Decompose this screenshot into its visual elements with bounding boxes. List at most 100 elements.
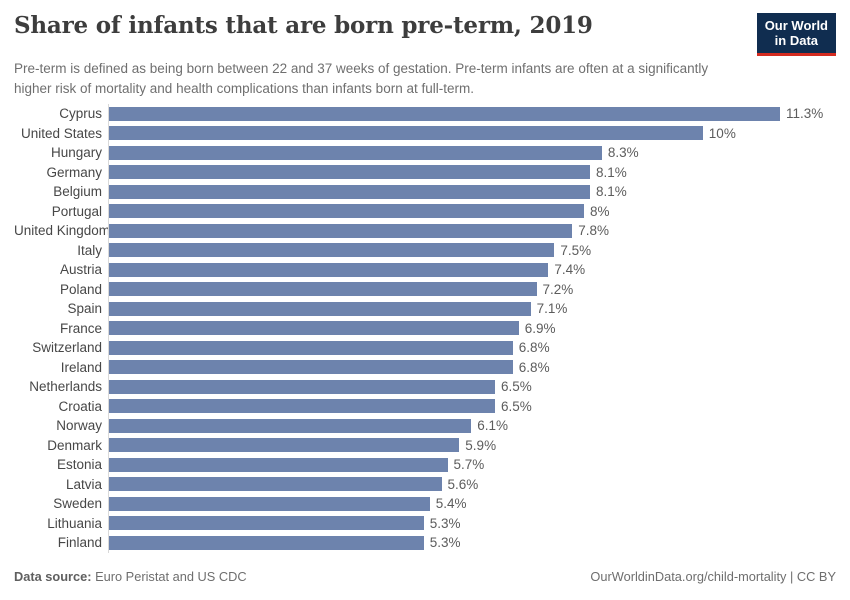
bar[interactable] [109, 243, 555, 258]
bar[interactable] [109, 262, 549, 277]
bar[interactable] [109, 145, 602, 160]
bar[interactable] [109, 184, 590, 199]
value-label: 7.5% [560, 242, 592, 258]
page-title: Share of infants that are born pre-term,… [14, 12, 593, 39]
country-label: Cyprus [59, 106, 102, 122]
bar-row: Cyprus 11.3% [14, 104, 836, 124]
bar-track: 11.3% [108, 104, 836, 124]
bar-track: 5.7% [108, 455, 836, 475]
bar-row: Denmark 5.9% [14, 435, 836, 455]
bar-track: 7.5% [108, 240, 836, 260]
data-source: Data source: Euro Peristat and US CDC [14, 569, 247, 584]
bar-track: 8.3% [108, 143, 836, 163]
owid-logo-line1: Our World [764, 18, 828, 33]
bar-row: Spain 7.1% [14, 299, 836, 319]
bar[interactable] [109, 360, 513, 375]
bar-row: Sweden 5.4% [14, 494, 836, 514]
bar-track: 5.9% [108, 435, 836, 455]
value-label: 6.5% [501, 398, 532, 414]
bar-track: 10% [108, 123, 836, 143]
data-source-value: Euro Peristat and US CDC [91, 569, 247, 584]
bar[interactable] [109, 106, 780, 121]
owid-url-link[interactable]: OurWorldinData.org/child-mortality | CC … [590, 569, 836, 584]
bar[interactable] [109, 457, 448, 472]
bar-row: United States 10% [14, 123, 836, 143]
bar-chart: Cyprus 11.3% United States 10% Hungary 8… [14, 104, 836, 553]
owid-logo[interactable]: Our World in Data [756, 13, 836, 56]
value-label: 8.3% [607, 145, 639, 161]
bar[interactable] [109, 477, 442, 492]
country-label: Latvia [65, 476, 102, 492]
bar-row: Poland 7.2% [14, 279, 836, 299]
country-label: United Kingdom [14, 223, 111, 239]
country-label: Ireland [60, 359, 102, 375]
bar[interactable] [109, 340, 513, 355]
value-label: 6.8% [518, 359, 550, 375]
bar-row: Italy 7.5% [14, 240, 836, 260]
bar-track: 6.5% [108, 396, 836, 416]
country-label: Sweden [53, 496, 102, 512]
bar[interactable] [109, 516, 424, 531]
bar-track: 6.5% [108, 377, 836, 397]
country-label: Norway [56, 418, 102, 434]
owid-logo-line2: in Data [774, 33, 819, 49]
value-label: 7.1% [536, 301, 568, 317]
country-label: Austria [59, 262, 102, 278]
country-label: Spain [67, 301, 102, 317]
value-label: 5.3% [429, 515, 461, 531]
value-label: 5.4% [435, 496, 467, 512]
bar[interactable] [109, 379, 495, 394]
bar-track: 7.2% [108, 279, 836, 299]
country-label: Hungary [50, 145, 102, 161]
bar-track: 6.1% [108, 416, 836, 436]
bar-track: 6.8% [108, 338, 836, 358]
country-label: Poland [59, 281, 102, 297]
country-label: Estonia [56, 457, 102, 473]
country-label: Portugal [51, 203, 102, 219]
bar-row: Belgium 8.1% [14, 182, 836, 202]
bar-row: Ireland 6.8% [14, 357, 836, 377]
bar-track: 6.8% [108, 357, 836, 377]
bar-row: Austria 7.4% [14, 260, 836, 280]
value-label: 6.5% [501, 379, 532, 395]
bar-row: Estonia 5.7% [14, 455, 836, 475]
bar[interactable] [109, 126, 703, 141]
bar-row: Norway 6.1% [14, 416, 836, 436]
bar[interactable] [109, 204, 584, 219]
data-source-label: Data source: [14, 569, 92, 584]
bar-track: 5.3% [108, 533, 836, 553]
value-label: 11.3% [786, 106, 824, 122]
country-label: Lithuania [47, 515, 102, 531]
bar[interactable] [109, 321, 519, 336]
bar-track: 7.1% [108, 299, 836, 319]
country-label: United States [20, 125, 102, 141]
bar-track: 8.1% [108, 182, 836, 202]
country-label: France [59, 320, 102, 336]
bar[interactable] [109, 165, 590, 180]
bar-track: 5.3% [108, 513, 836, 533]
bar-row: Croatia 6.5% [14, 396, 836, 416]
value-label: 8% [590, 203, 610, 219]
bar-row: France 6.9% [14, 318, 836, 338]
bar[interactable] [109, 496, 430, 511]
bar[interactable] [109, 418, 472, 433]
bar[interactable] [109, 223, 573, 238]
bar-track: 7.4% [108, 260, 836, 280]
bar[interactable] [109, 399, 495, 414]
bar[interactable] [109, 438, 460, 453]
country-label: Belgium [53, 184, 102, 200]
value-label: 10% [708, 125, 736, 141]
value-label: 5.6% [447, 476, 479, 492]
chart-footer: Data source: Euro Peristat and US CDC Ou… [14, 569, 836, 584]
bar-row: Finland 5.3% [14, 533, 836, 553]
bar-track: 6.9% [108, 318, 836, 338]
bar-row: United Kingdom 7.8% [14, 221, 836, 241]
bar-row: Latvia 5.6% [14, 474, 836, 494]
country-label: Germany [46, 164, 102, 180]
bar[interactable] [109, 282, 537, 297]
value-label: 7.2% [542, 281, 574, 297]
value-label: 7.8% [578, 223, 609, 239]
bar[interactable] [109, 535, 424, 550]
value-label: 5.9% [465, 437, 497, 453]
bar[interactable] [109, 301, 531, 316]
